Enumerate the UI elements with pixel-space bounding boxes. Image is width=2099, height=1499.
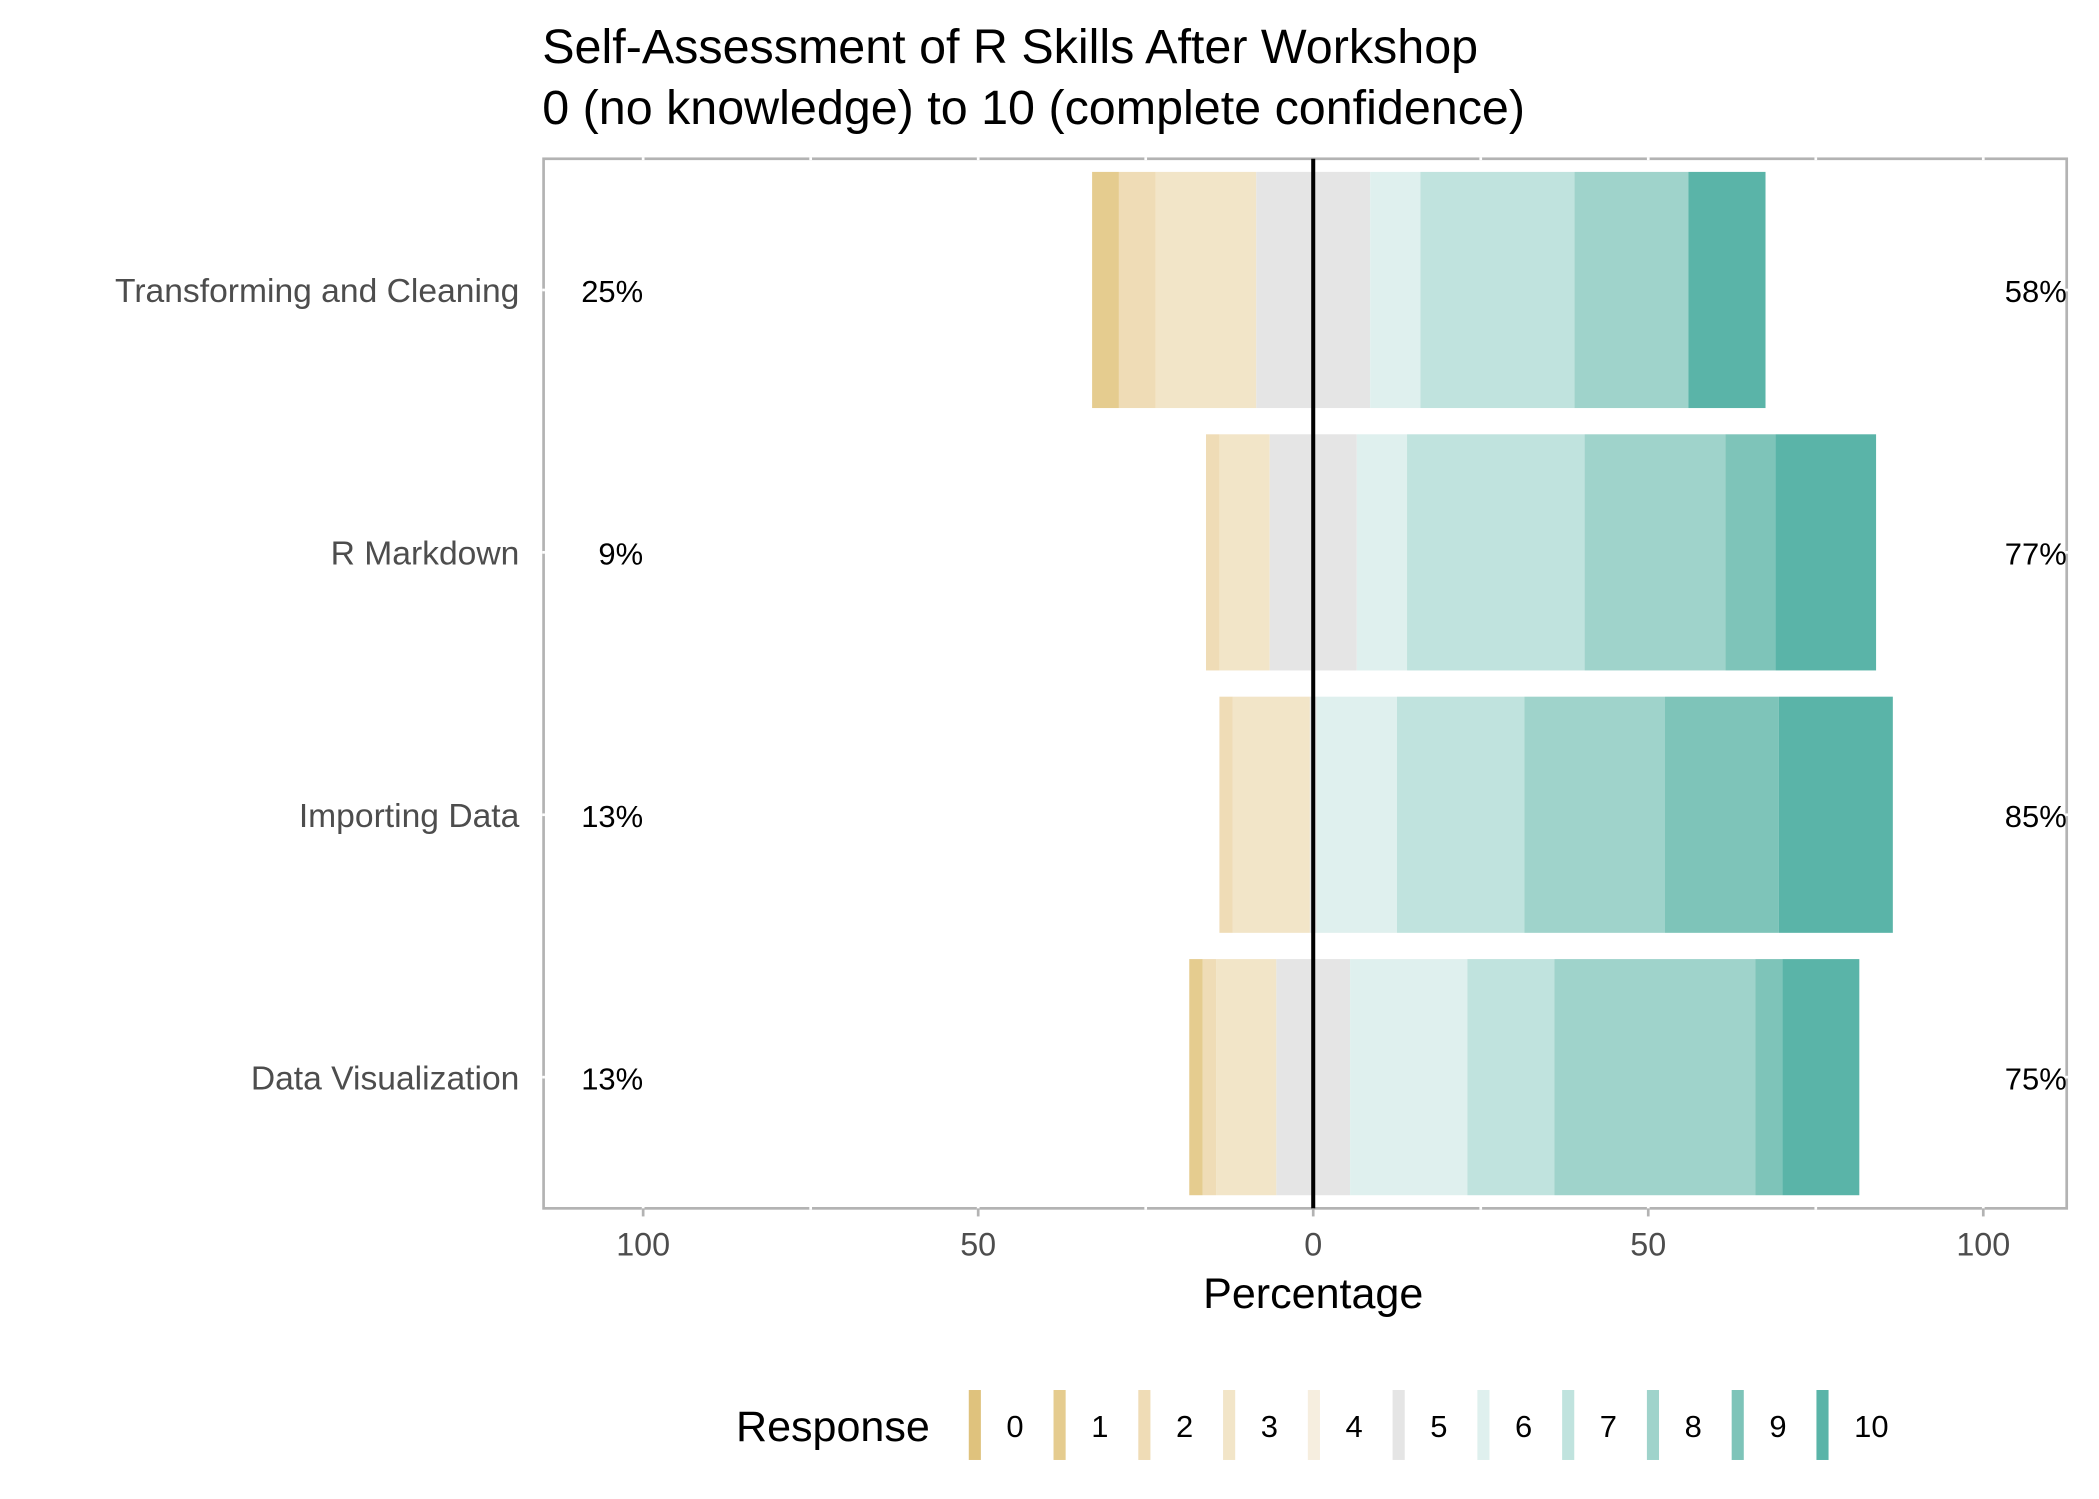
bar-segment-6 — [1356, 434, 1408, 671]
legend-label: 7 — [1600, 1409, 1617, 1444]
legend-title: Response — [736, 1403, 930, 1451]
legend-label: 0 — [1006, 1409, 1023, 1444]
category-label: Data Visualization — [251, 1060, 520, 1097]
bar-segment-6 — [1316, 696, 1397, 933]
left-percent-label: 13% — [581, 799, 643, 834]
bar-segment-10 — [1778, 696, 1893, 933]
legend-key-4 — [1307, 1390, 1320, 1460]
category-label: Importing Data — [299, 798, 520, 835]
right-percent-label: 75% — [2005, 1061, 2067, 1096]
bar-segment-7 — [1396, 696, 1525, 933]
legend-key-6 — [1477, 1390, 1490, 1460]
x-tick-label: 100 — [1956, 1226, 2010, 1262]
bar-segment-8 — [1574, 171, 1689, 409]
left-percent-label: 13% — [581, 1061, 643, 1096]
bar-segment-6 — [1350, 959, 1468, 1196]
bar-segment-2 — [1118, 171, 1156, 409]
bar-segment-9 — [1665, 696, 1779, 933]
legend-key-0 — [968, 1390, 981, 1460]
bar-segment-3 — [1232, 696, 1310, 933]
right-percent-label: 58% — [2005, 274, 2067, 309]
x-tick-label: 0 — [1304, 1226, 1322, 1262]
legend-label: 8 — [1685, 1409, 1702, 1444]
bar-segment-7 — [1407, 434, 1585, 671]
bar-segment-3 — [1219, 434, 1270, 671]
left-percent-label: 25% — [581, 274, 643, 309]
bar-segment-2 — [1202, 959, 1217, 1196]
legend-key-7 — [1562, 1390, 1575, 1460]
bar-segment-1 — [1092, 171, 1119, 409]
legend-label: 2 — [1176, 1409, 1193, 1444]
legend-label: 6 — [1515, 1409, 1532, 1444]
legend-key-2 — [1138, 1390, 1151, 1460]
legend-label: 9 — [1769, 1409, 1786, 1444]
chart-title: Self-Assessment of R Skills After Worksh… — [542, 20, 1478, 74]
legend-key-10 — [1816, 1390, 1829, 1460]
bar-segment-2 — [1206, 434, 1220, 671]
x-tick-label: 50 — [1630, 1226, 1666, 1262]
x-tick-label: 100 — [616, 1226, 670, 1262]
legend-label: 5 — [1430, 1409, 1447, 1444]
bar-segment-1 — [1189, 959, 1203, 1196]
legend-key-8 — [1646, 1390, 1660, 1460]
legend-label: 3 — [1261, 1409, 1278, 1444]
bar-segment-7 — [1467, 959, 1555, 1196]
legend-key-1 — [1053, 1390, 1066, 1460]
bar-segment-3 — [1216, 959, 1277, 1196]
bar-segment-9 — [1725, 434, 1776, 671]
bar-segment-8 — [1584, 434, 1726, 671]
bar-segment-8 — [1554, 959, 1756, 1196]
bar-segment-9 — [1755, 959, 1783, 1196]
bar-segment-8 — [1524, 696, 1666, 933]
bar-segment-10 — [1775, 434, 1877, 671]
category-label: R Markdown — [331, 535, 520, 572]
legend-key-3 — [1223, 1390, 1236, 1460]
bar-segment-7 — [1420, 171, 1575, 409]
legend-label: 4 — [1346, 1409, 1363, 1444]
bar-segment-10 — [1688, 171, 1766, 409]
x-tick-label: 50 — [960, 1226, 996, 1262]
bar-segment-6 — [1370, 171, 1421, 409]
bar-segment-2 — [1219, 696, 1233, 933]
category-label: Transforming and Cleaning — [115, 273, 519, 310]
bar-segment-10 — [1782, 959, 1860, 1196]
x-axis-title: Percentage — [1203, 1270, 1423, 1318]
chart-subtitle: 0 (no knowledge) to 10 (complete confide… — [542, 81, 1525, 135]
legend-label: 10 — [1854, 1409, 1888, 1444]
legend-key-5 — [1392, 1390, 1405, 1460]
legend-label: 1 — [1091, 1409, 1108, 1444]
left-percent-label: 9% — [598, 536, 643, 571]
right-percent-label: 85% — [2005, 799, 2067, 834]
right-percent-label: 77% — [2005, 536, 2067, 571]
bar-segment-3 — [1155, 171, 1257, 409]
legend-key-9 — [1731, 1390, 1744, 1460]
plot-panel-border — [542, 157, 2069, 1210]
